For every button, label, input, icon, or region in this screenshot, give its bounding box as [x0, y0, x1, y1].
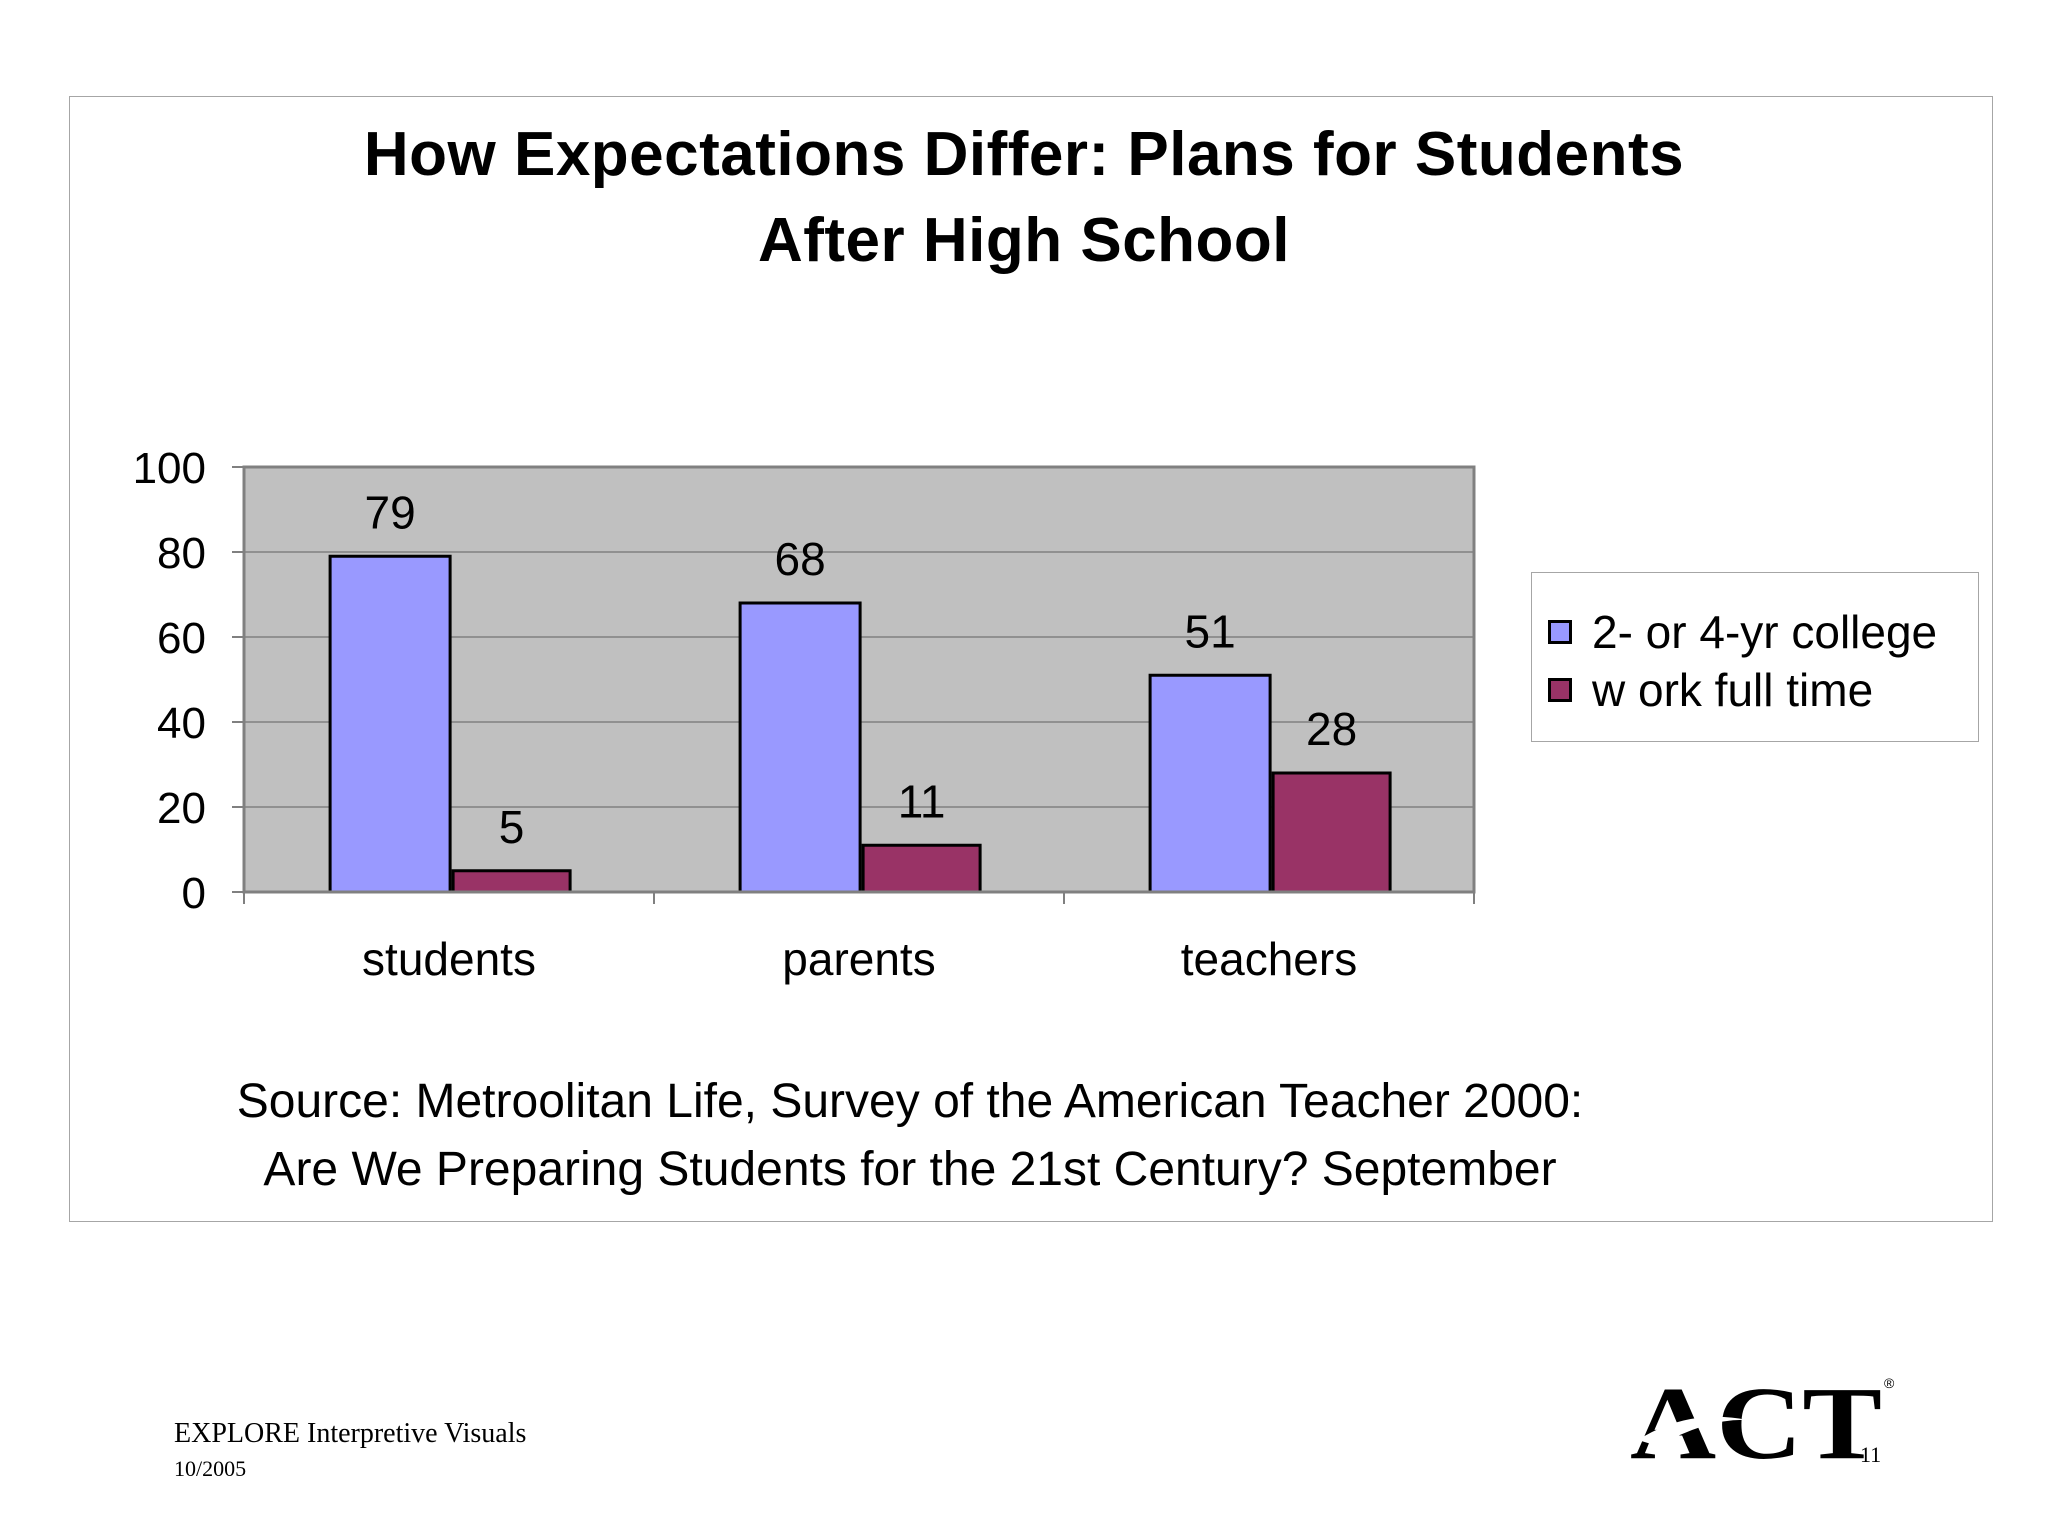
- labels: 0 20 40 60 80 100 students 79 5 parents 68 11 teache…: [133, 444, 1358, 985]
- act-logo: ACT ®: [1630, 1368, 1895, 1468]
- chart-title: How Expectations Differ: Plans for Stude…: [0, 112, 2048, 284]
- legend-label-work: w ork full time: [1592, 664, 1874, 716]
- act-logo-registered: ®: [1884, 1375, 1895, 1391]
- data-label: 68: [775, 533, 826, 585]
- chart-title-line-2: After High School: [757, 206, 1291, 275]
- y-tick-label: 100: [133, 444, 206, 493]
- act-logo-text: ACT: [1630, 1368, 1882, 1468]
- data-label: 5: [499, 801, 525, 853]
- footer-title: EXPLORE Interpretive Visuals: [174, 1418, 527, 1449]
- data-label: 28: [1306, 703, 1357, 755]
- source-line-2: Are We Preparing Students for the 21st C…: [263, 1143, 1557, 1196]
- legend-swatch-work: [1548, 678, 1572, 702]
- legend-item-work: w ork full time: [1548, 664, 1874, 716]
- data-label: 51: [1185, 605, 1236, 657]
- legend-label-college: 2- or 4-yr college: [1592, 606, 1938, 658]
- axes: [232, 466, 1475, 904]
- source-line-1: Source: Metroolitan Life, Survey of the …: [236, 1075, 1584, 1128]
- logo-swoosh-icon: [1638, 1416, 1748, 1446]
- page-number: 11: [1860, 1442, 1882, 1467]
- x-tick-label: teachers: [1181, 933, 1357, 985]
- y-tick-label: 80: [157, 529, 206, 578]
- data-label: 11: [898, 775, 946, 827]
- bar-college-students: [328, 554, 452, 894]
- legend-item-college: 2- or 4-yr college: [1548, 606, 1938, 658]
- legend: 2- or 4-yr college w ork full time: [1531, 572, 1979, 742]
- source-note: Source: Metroolitan Life, Survey of the …: [160, 1068, 1660, 1204]
- chart-title-line-1: How Expectations Differ: Plans for Stude…: [363, 120, 1685, 189]
- bar-work-teachers: [1271, 771, 1392, 894]
- y-tick-label: 20: [157, 784, 206, 833]
- bar-college-parents: [738, 601, 862, 894]
- y-tick-label: 40: [157, 699, 206, 748]
- y-tick-label: 60: [157, 614, 206, 663]
- bar-work-parents: [861, 843, 982, 894]
- y-tick-label: 0: [182, 869, 206, 918]
- bar-work-students: [451, 869, 572, 894]
- footer-date: 10/2005: [174, 1456, 247, 1481]
- legend-swatch-college: [1548, 620, 1572, 644]
- x-tick-label: students: [362, 933, 536, 985]
- bar-college-teachers: [1148, 673, 1272, 894]
- data-label: 79: [365, 486, 416, 538]
- x-tick-label: parents: [782, 933, 935, 985]
